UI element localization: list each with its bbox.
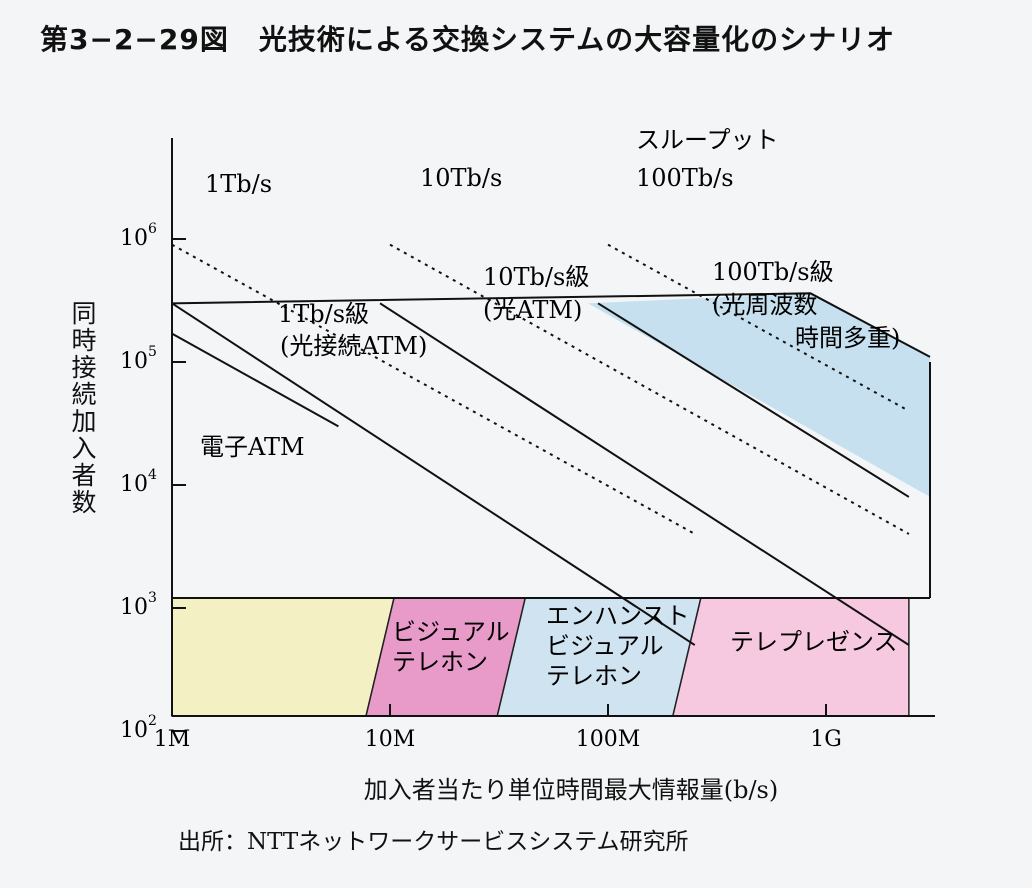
label-denshi-atm: 電子ATM [200, 433, 305, 461]
label-throughput-10tb: 10Tb/s [420, 164, 502, 192]
service-label: エンハンスト [546, 602, 690, 630]
throughput-line [607, 243, 910, 412]
y-tick-label: 104 [120, 467, 157, 497]
throughput-line [171, 243, 696, 535]
figure-source: 出所：NTTネットワークサービスシステム研究所 [178, 829, 689, 855]
label-throughput-header: スループット [636, 126, 779, 154]
x-tick-label: 100M [576, 727, 641, 752]
capacity-line [597, 302, 910, 498]
service-label: ビジュアル [392, 618, 510, 646]
y-tick-exponent: 3 [148, 590, 157, 606]
label-100tb-class: 100Tb/s級 [712, 258, 834, 286]
throughput-line [389, 243, 910, 535]
label-100tb-class-sub1: (光周波数 [712, 291, 817, 319]
y-tick-exponent: 6 [148, 221, 157, 237]
y-tick-label: 103 [120, 590, 157, 620]
label-100tb-class-sub2: 時間多重) [795, 324, 900, 352]
y-tick-label: 102 [120, 713, 157, 743]
service-band [171, 597, 395, 717]
y-tick-exponent: 5 [148, 344, 157, 360]
capacity-cap [171, 292, 931, 358]
y-tick-label: 105 [120, 344, 157, 374]
figure-number: 第3−2−29図 [40, 23, 229, 56]
throughput-lines [171, 243, 910, 535]
region-100tbps [588, 293, 930, 497]
capacity-line [379, 302, 910, 646]
service-label: ビジュアル [546, 632, 664, 660]
capacity-line [171, 332, 339, 428]
y-axis-label: 同時接続加入者数 [68, 300, 97, 516]
label-1tb-class-sub: (光接続ATM) [280, 332, 427, 360]
x-tick-label: 1M [154, 727, 191, 752]
label-throughput-100tb: 100Tb/s [636, 164, 734, 192]
service-label: テレプレゼンス [730, 628, 898, 656]
y-tick-exponent: 2 [148, 713, 157, 729]
figure-title: 第3−2−29図 光技術による交換システムの大容量化のシナリオ [40, 18, 895, 58]
label-1tb-class: 1Tb/s級 [278, 300, 369, 328]
service-label: テレホン [392, 648, 488, 676]
service-label: テレホン [546, 662, 642, 690]
x-tick-label: 1G [810, 727, 842, 752]
x-tick-label: 10M [365, 727, 416, 752]
capacity-lines [171, 292, 931, 646]
x-axis-label: 加入者当たり単位時間最大情報量(b/s) [363, 776, 779, 804]
label-10tb-class: 10Tb/s級 [483, 263, 589, 291]
service-band [671, 597, 910, 717]
y-tick-label: 106 [120, 221, 157, 251]
y-tick-exponent: 4 [148, 467, 157, 483]
capacity-line [171, 302, 696, 646]
label-throughput-1tb: 1Tb/s [205, 170, 272, 198]
label-10tb-class-sub: (光ATM) [483, 296, 582, 324]
service-bands [171, 597, 910, 717]
figure-title-text: 光技術による交換システムの大容量化のシナリオ [258, 23, 896, 56]
